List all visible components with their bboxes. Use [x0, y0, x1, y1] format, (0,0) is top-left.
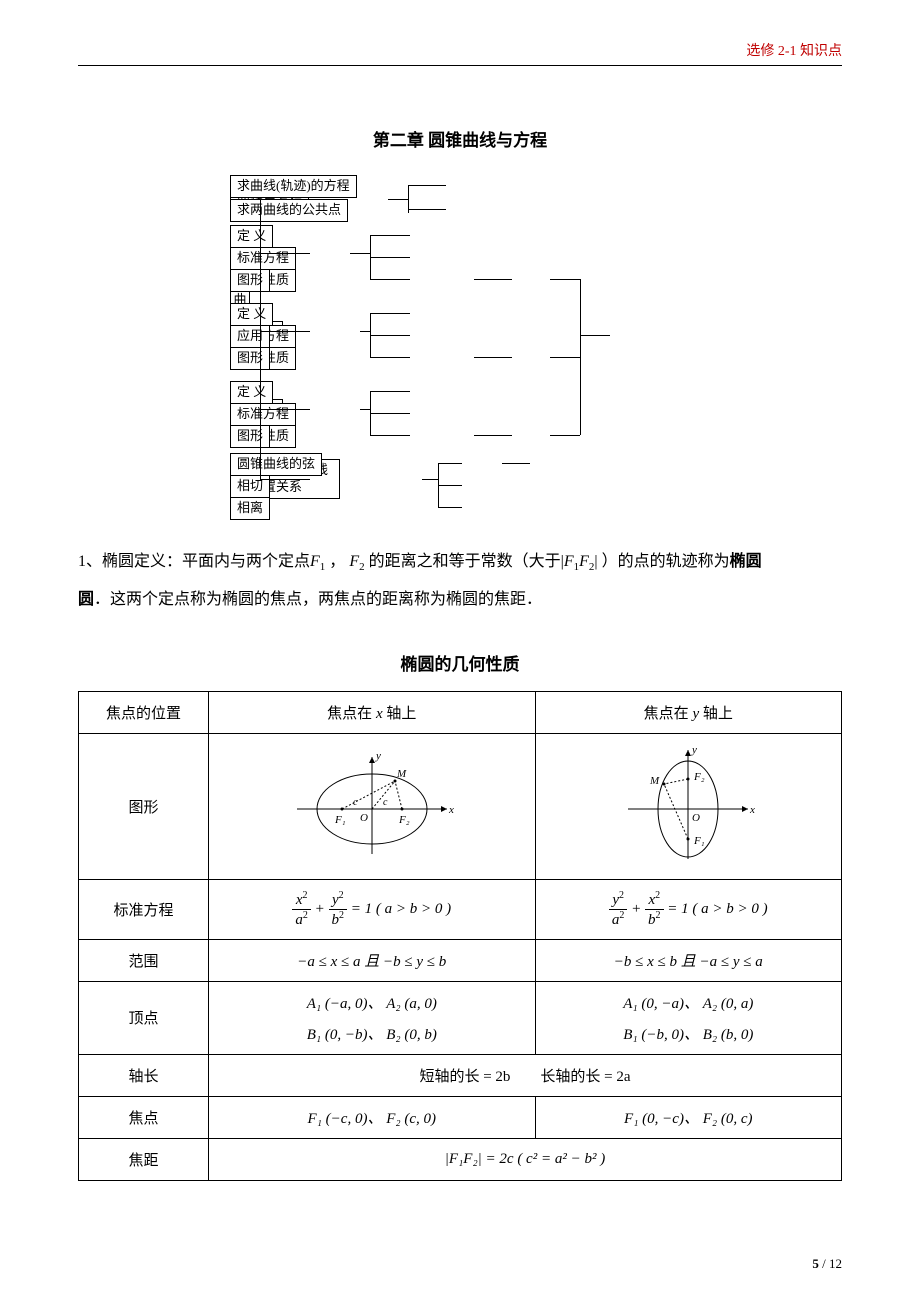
ellipse-x-icon: x y O M F₁ F₂ c c: [287, 749, 457, 859]
th-y-axis: 焦点在 y 轴上: [535, 691, 841, 733]
cell-focus-x: F₁ (−c, 0)、 F₂ (c, 0): [209, 1096, 536, 1138]
node-e-std: 标准方程: [230, 247, 296, 270]
cell-fig-x: x y O M F₁ F₂ c c: [209, 733, 536, 879]
svg-text:y: y: [691, 744, 697, 756]
rh-focal: 焦距: [79, 1138, 209, 1180]
definition-paragraph: 1、椭圆定义：平面内与两个定点F1 ， F2 的距离之和等于常数（大于|F1F2…: [78, 543, 842, 620]
table-row-focal: 焦距 |F₁F₂| = 2c ( c² = a² − b² ): [79, 1138, 842, 1180]
header-rule: 选修 2-1 知识点: [78, 40, 842, 66]
cell-focal: |F₁F₂| = 2c ( c² = a² − b² ): [209, 1138, 842, 1180]
def-bold: 椭圆: [730, 553, 762, 570]
node-e-def: 定 义: [230, 225, 273, 248]
cell-eq-x: x2a2 + y2b2 = 1 ( a > b > 0 ): [209, 879, 536, 939]
node-p-fig: 图形: [230, 425, 270, 448]
rh-focus: 焦点: [79, 1096, 209, 1138]
rh-axis: 轴长: [79, 1054, 209, 1096]
ellipse-y-icon: x y O M F₂ F₁: [618, 744, 758, 864]
svg-text:M: M: [396, 768, 407, 780]
page-footer: 5 / 12: [812, 1256, 842, 1272]
rh-vertex: 顶点: [79, 981, 209, 1054]
svg-text:c: c: [383, 797, 388, 808]
svg-text:O: O: [692, 812, 700, 824]
def-comma: ，: [325, 553, 349, 570]
def-line2-bold-start: 圆: [78, 591, 94, 608]
cell-vertex-x: A₁ (−a, 0)、 A₂ (a, 0) B₁ (0, −b)、 B₂ (0,…: [209, 981, 536, 1054]
node-e-fig: 图形: [230, 269, 270, 292]
node-chord: 圆锥曲线的弦: [230, 453, 322, 476]
def-tail: ）的点的轨迹称为: [598, 553, 730, 570]
table-row-axis: 轴长 短轴的长 = 2b 长轴的长 = 2a: [79, 1054, 842, 1096]
th-position: 焦点的位置: [79, 691, 209, 733]
concept-diagram: 圆锥曲线与方程 曲线与方程 求曲线(轨迹)的方程 求两曲线的公共点 椭圆 定 义…: [230, 175, 690, 515]
table-row-focus: 焦点 F₁ (−c, 0)、 F₂ (c, 0) F₁ (0, −c)、 F₂ …: [79, 1096, 842, 1138]
page-total: 12: [829, 1256, 842, 1271]
cell-focus-y: F₁ (0, −c)、 F₂ (0, c): [535, 1096, 841, 1138]
node-common-pts: 求两曲线的公共点: [230, 199, 348, 222]
cell-axis: 短轴的长 = 2b 长轴的长 = 2a: [209, 1054, 842, 1096]
svg-text:F₂: F₂: [693, 771, 705, 783]
page-sep: /: [819, 1256, 829, 1271]
table-row-header: 焦点的位置 焦点在 x 轴上 焦点在 y 轴上: [79, 691, 842, 733]
node-p-def: 定 义: [230, 381, 273, 404]
svg-text:F₁: F₁: [693, 835, 705, 847]
properties-table: 焦点的位置 焦点在 x 轴上 焦点在 y 轴上 图形: [78, 691, 842, 1181]
node-h-fig: 图形: [230, 347, 270, 370]
table-row-range: 范围 −a ≤ x ≤ a 且 −b ≤ y ≤ b −b ≤ x ≤ b 且 …: [79, 939, 842, 981]
rh-figure: 图形: [79, 733, 209, 879]
node-locus: 求曲线(轨迹)的方程: [230, 175, 357, 198]
cell-vertex-y: A₁ (0, −a)、 A₂ (0, a) B₁ (−b, 0)、 B₂ (b,…: [535, 981, 841, 1054]
th-x-axis: 焦点在 x 轴上: [209, 691, 536, 733]
svg-text:F₂: F₂: [398, 814, 410, 826]
def-line2: ．这两个定点称为椭圆的焦点，两焦点的距离称为椭圆的焦距．: [94, 591, 542, 608]
cell-eq-y: y2a2 + x2b2 = 1 ( a > b > 0 ): [535, 879, 841, 939]
node-sep: 相离: [230, 497, 270, 520]
node-app: 应用: [230, 325, 270, 348]
def-prefix: 1、椭圆定义：平面内与两个定点: [78, 553, 310, 570]
chapter-title: 第二章 圆锥曲线与方程: [78, 126, 842, 151]
header-label: 选修 2-1 知识点: [746, 40, 842, 60]
svg-text:x: x: [749, 804, 755, 816]
section-title: 椭圆的几何性质: [78, 650, 842, 675]
rh-range: 范围: [79, 939, 209, 981]
svg-text:M: M: [649, 775, 660, 787]
svg-text:F₁: F₁: [334, 814, 346, 826]
node-h-def: 定 义: [230, 303, 273, 326]
svg-text:O: O: [360, 812, 368, 824]
table-row-equation: 标准方程 x2a2 + y2b2 = 1 ( a > b > 0 ) y2a2 …: [79, 879, 842, 939]
table-row-vertex: 顶点 A₁ (−a, 0)、 A₂ (a, 0) B₁ (0, −b)、 B₂ …: [79, 981, 842, 1054]
def-ff2: F: [579, 553, 589, 570]
node-p-std: 标准方程: [230, 403, 296, 426]
def-ff1: F: [564, 553, 574, 570]
def-f2: F: [349, 553, 359, 570]
svg-text:x: x: [448, 804, 454, 816]
rh-eq: 标准方程: [79, 879, 209, 939]
table-row-figure: 图形 x y O M F₁: [79, 733, 842, 879]
cell-fig-y: x y O M F₂ F₁: [535, 733, 841, 879]
def-f1: F: [310, 553, 320, 570]
cell-range-x: −a ≤ x ≤ a 且 −b ≤ y ≤ b: [209, 939, 536, 981]
cell-range-y: −b ≤ x ≤ b 且 −a ≤ y ≤ a: [535, 939, 841, 981]
svg-text:y: y: [375, 750, 381, 762]
def-mid: 的距离之和等于常数（大于: [365, 553, 561, 570]
svg-text:c: c: [353, 797, 358, 808]
